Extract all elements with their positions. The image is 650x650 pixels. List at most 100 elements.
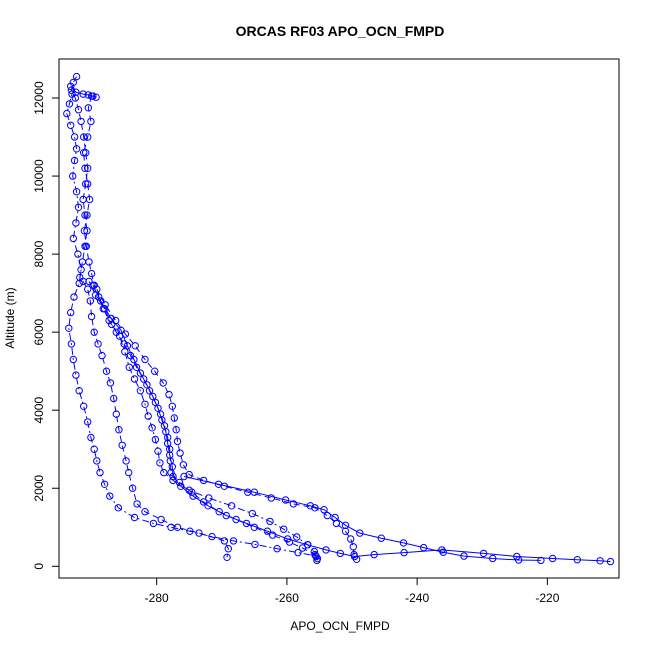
data-point	[69, 355, 78, 364]
data-point	[69, 172, 77, 180]
data-point	[72, 371, 80, 379]
data-point	[298, 544, 307, 552]
data-point	[242, 519, 251, 528]
data-point	[479, 549, 488, 558]
data-point	[72, 219, 80, 227]
data-point	[548, 554, 557, 563]
data-point	[93, 457, 101, 465]
y-tick-label: 2000	[32, 475, 46, 502]
data-point	[214, 480, 223, 488]
data-point	[75, 279, 83, 288]
data-point	[91, 291, 100, 299]
data-point	[154, 404, 162, 412]
data-point	[166, 451, 174, 459]
data-point	[156, 459, 164, 467]
y-tick-label: 8000	[32, 240, 46, 267]
data-point	[90, 445, 98, 453]
data-point	[248, 509, 257, 518]
data-point	[293, 533, 301, 541]
data-point	[70, 133, 79, 141]
data-point	[460, 552, 468, 560]
x-axis-label: APO_OCN_FMPD	[290, 619, 390, 633]
data-point	[67, 82, 75, 91]
data-point	[70, 156, 79, 165]
data-point	[596, 557, 604, 565]
data-point	[176, 449, 184, 457]
data-point	[164, 439, 172, 448]
data-point	[98, 351, 106, 360]
data-point	[168, 463, 177, 471]
data-point	[131, 342, 139, 350]
data-point	[115, 332, 124, 340]
data-point	[267, 494, 275, 502]
data-point	[352, 555, 361, 563]
data-point	[154, 447, 162, 455]
data-point	[75, 387, 83, 395]
data-point	[170, 414, 179, 422]
data-point	[268, 531, 277, 539]
data-point	[151, 435, 160, 444]
data-point	[306, 502, 314, 510]
x-tick-label: -260	[275, 591, 299, 605]
x-tick-label: -240	[405, 591, 429, 605]
data-point	[87, 269, 96, 278]
data-point	[537, 556, 545, 565]
data-point	[204, 502, 212, 510]
profile-series	[89, 281, 615, 566]
data-point	[400, 548, 408, 557]
data-point	[141, 508, 149, 516]
data-point	[121, 348, 129, 356]
data-point	[341, 521, 350, 529]
data-point	[141, 400, 149, 408]
data-point	[84, 180, 92, 188]
data-point	[86, 297, 95, 305]
data-point	[82, 242, 91, 251]
data-point	[79, 90, 87, 98]
x-axis: -280 -260 -240 -220	[145, 577, 560, 605]
data-point	[167, 523, 175, 531]
data-point	[439, 548, 447, 556]
data-point	[74, 250, 82, 258]
data-point	[125, 468, 133, 477]
data-point	[169, 472, 177, 481]
data-point	[140, 375, 148, 383]
data-point	[151, 367, 159, 375]
data-point	[158, 416, 166, 424]
data-point	[356, 529, 364, 537]
data-point	[72, 72, 81, 81]
data-point	[266, 517, 274, 526]
data-point	[399, 539, 408, 547]
data-point	[118, 441, 126, 449]
data-point	[420, 543, 428, 552]
data-point	[123, 342, 132, 350]
data-point	[68, 90, 76, 98]
data-point	[263, 527, 272, 535]
data-point	[83, 227, 91, 235]
profile-series	[85, 277, 321, 565]
data-point	[232, 515, 240, 524]
data-point	[223, 553, 231, 561]
data-point	[122, 457, 130, 465]
chart-title: ORCAS RF03 APO_OCN_FMPD	[236, 23, 445, 39]
data-point	[251, 540, 259, 549]
data-point	[136, 387, 145, 395]
data-point	[180, 472, 188, 481]
profile-series	[63, 90, 320, 560]
data-point	[173, 437, 182, 446]
data-point	[227, 502, 236, 510]
data-point	[87, 312, 96, 321]
data-point	[186, 527, 194, 535]
data-point	[573, 556, 581, 564]
data-point	[80, 149, 88, 157]
data-point	[67, 308, 75, 317]
y-axis-label: Altitude (m)	[3, 287, 17, 348]
data-point	[281, 496, 290, 504]
data-point	[87, 433, 95, 442]
data-point	[87, 117, 95, 126]
data-point	[72, 145, 81, 153]
plot-area	[63, 72, 615, 566]
data-point	[100, 480, 109, 488]
data-point	[72, 88, 80, 96]
data-point	[69, 234, 78, 243]
data-point	[489, 554, 497, 563]
